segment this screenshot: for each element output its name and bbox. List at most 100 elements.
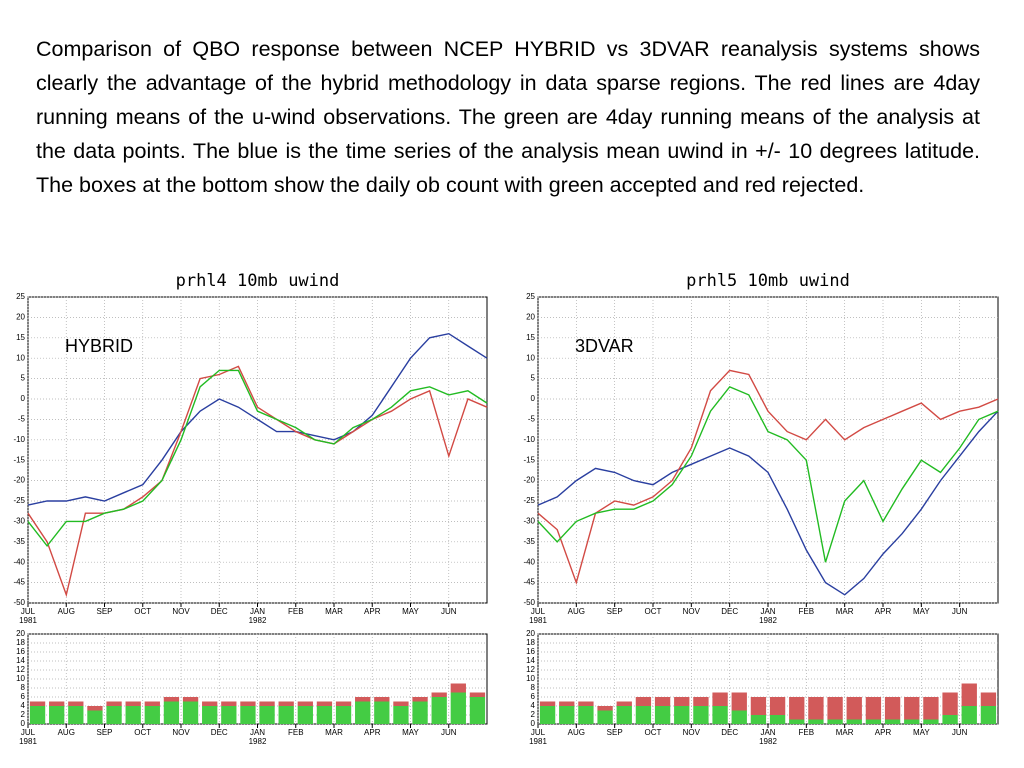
bar-segment xyxy=(865,697,882,720)
bar-segment xyxy=(846,697,862,720)
x-tick-label: MAR xyxy=(836,607,854,616)
bar-segment xyxy=(144,701,160,706)
x-tick-label: APR xyxy=(364,607,381,616)
series-line xyxy=(27,332,488,506)
x-tick-label: OCT xyxy=(645,728,662,737)
x-tick-label: MAR xyxy=(325,728,343,737)
x-tick-label: JAN xyxy=(760,607,775,616)
bar-segment xyxy=(106,706,122,724)
x-tick-label: JUL xyxy=(21,607,36,616)
x-tick-label: DEC xyxy=(721,728,738,737)
y-tick-label: 0 xyxy=(21,719,26,728)
bar-segment xyxy=(29,706,46,724)
y-tick-label: 16 xyxy=(526,647,535,656)
y-tick-label: -45 xyxy=(523,578,535,587)
y-tick-label: 10 xyxy=(526,353,535,362)
y-tick-label: 20 xyxy=(526,313,535,322)
bar-segment xyxy=(469,697,486,724)
bar-segment xyxy=(559,706,575,724)
x-tick-label: JUL xyxy=(531,607,546,616)
bar-segment xyxy=(635,706,652,724)
chart-title: prhl4 10mb uwind xyxy=(176,271,340,291)
bar-segment xyxy=(712,692,728,706)
bar-segment xyxy=(961,706,977,724)
y-tick-label: 5 xyxy=(531,374,536,383)
y-tick-label: 0 xyxy=(21,394,26,403)
x-tick-label: AUG xyxy=(58,728,75,737)
y-tick-label: -25 xyxy=(523,496,535,505)
series-line xyxy=(537,410,999,596)
year-label: 1982 xyxy=(759,737,777,746)
bar-segment xyxy=(693,697,709,706)
bar-segment xyxy=(635,697,652,706)
x-tick-label: JUL xyxy=(531,728,546,737)
y-tick-label: 6 xyxy=(21,692,26,701)
bar-segment xyxy=(942,715,958,724)
bar-segment xyxy=(393,701,409,706)
bar-segment xyxy=(539,701,556,706)
bar-segment xyxy=(469,692,486,697)
y-tick-label: -45 xyxy=(13,578,25,587)
bar-segment xyxy=(450,692,466,724)
y-tick-label: 18 xyxy=(16,638,25,647)
y-tick-label: -20 xyxy=(13,476,25,485)
bar-segment xyxy=(221,706,237,724)
y-tick-label: 10 xyxy=(16,674,25,683)
bar-segment xyxy=(335,701,352,706)
bar-segment xyxy=(393,706,409,724)
x-tick-label: SEP xyxy=(607,728,623,737)
x-tick-label: JUN xyxy=(441,728,457,737)
x-tick-label: OCT xyxy=(134,607,151,616)
y-tick-label: 4 xyxy=(531,701,536,710)
x-tick-label: JAN xyxy=(760,728,775,737)
y-tick-label: -40 xyxy=(13,557,25,566)
bar-segment xyxy=(980,706,997,724)
bar-segment xyxy=(789,697,805,720)
x-tick-label: SEP xyxy=(607,607,623,616)
x-tick-label: DEC xyxy=(721,607,738,616)
x-tick-label: JUN xyxy=(952,607,968,616)
y-tick-label: -15 xyxy=(523,455,535,464)
y-tick-label: -50 xyxy=(13,598,25,607)
bar-segment xyxy=(431,692,447,697)
series-line xyxy=(537,369,999,585)
y-tick-label: 0 xyxy=(531,394,536,403)
x-tick-label: AUG xyxy=(568,728,585,737)
y-tick-label: 12 xyxy=(16,665,25,674)
bar-segment xyxy=(597,710,613,724)
x-tick-label: APR xyxy=(875,607,892,616)
bar-segment xyxy=(259,706,275,724)
bar-segment xyxy=(731,692,747,711)
bar-segment xyxy=(259,701,275,706)
bar-segment xyxy=(374,701,390,724)
bar-segment xyxy=(654,706,671,724)
bar-segment xyxy=(87,706,103,711)
y-tick-label: -30 xyxy=(13,517,25,526)
year-label: 1981 xyxy=(19,737,37,746)
x-tick-label: JUN xyxy=(952,728,968,737)
bar-segment xyxy=(374,697,390,702)
y-tick-label: -20 xyxy=(523,476,535,485)
y-tick-label: 15 xyxy=(526,333,535,342)
bar-segment xyxy=(674,697,690,706)
y-tick-label: -5 xyxy=(18,415,26,424)
year-label: 1981 xyxy=(19,616,37,625)
bar-segment xyxy=(316,706,333,724)
x-tick-label: MAY xyxy=(913,607,930,616)
bar-segment xyxy=(355,697,371,702)
x-tick-label: FEB xyxy=(799,728,815,737)
bar-segment xyxy=(163,701,180,724)
bar-segment xyxy=(865,719,882,724)
y-tick-label: -10 xyxy=(13,435,25,444)
x-tick-label: JAN xyxy=(250,728,265,737)
bar-segment xyxy=(125,706,141,724)
bar-segment xyxy=(597,706,613,711)
bar-segment xyxy=(884,697,901,720)
x-tick-label: NOV xyxy=(683,607,701,616)
bar-segment xyxy=(412,701,428,724)
bar-segment xyxy=(578,706,594,724)
x-tick-label: MAY xyxy=(402,728,419,737)
y-tick-label: 8 xyxy=(531,683,536,692)
x-tick-label: MAY xyxy=(402,607,419,616)
y-tick-label: 8 xyxy=(21,683,26,692)
